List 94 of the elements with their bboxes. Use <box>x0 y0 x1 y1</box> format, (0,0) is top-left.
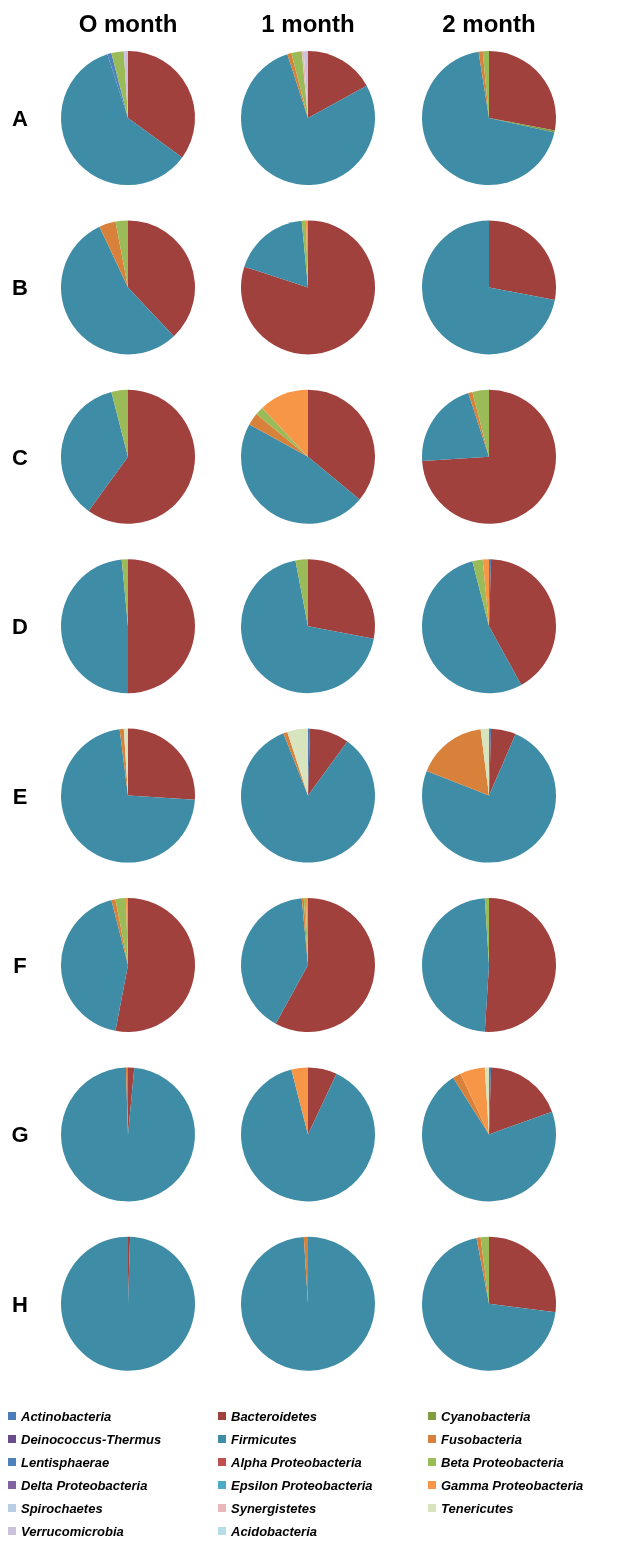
pie-slice <box>453 1073 489 1135</box>
legend-label: Deinococcus-Thermus <box>21 1432 162 1447</box>
legend-label: Synergistetes <box>231 1501 317 1516</box>
text: H <box>12 1291 28 1317</box>
legend-label: Gamma Proteobacteria <box>441 1478 584 1493</box>
pie-slice <box>472 559 489 627</box>
pie-slice <box>489 559 556 685</box>
pie-slice <box>422 51 555 185</box>
pie-slice <box>275 898 375 1032</box>
pie-slice <box>308 728 348 796</box>
pie-slice <box>241 560 374 694</box>
pie-slice <box>128 728 195 800</box>
pie-slice <box>61 54 183 185</box>
legend-label: Alpha Proteobacteria <box>230 1455 362 1470</box>
pie-slice <box>241 1236 375 1371</box>
pie-slice <box>61 1067 195 1202</box>
pie-slice <box>241 733 375 863</box>
pie-slice <box>426 729 489 796</box>
pie-slice <box>99 221 128 288</box>
pie-slice <box>489 1067 553 1135</box>
text: C <box>12 444 29 470</box>
pie-slice <box>295 559 308 627</box>
pie-slice <box>422 734 556 863</box>
pie-slice <box>308 389 375 500</box>
legend-label: Bacteroidetes <box>231 1409 317 1424</box>
pie-slice <box>241 220 375 355</box>
pie-slice <box>489 220 556 300</box>
text: G <box>11 1122 29 1148</box>
legend-label: Firmicutes <box>231 1432 297 1447</box>
pie-slice <box>61 226 174 355</box>
pie-slice <box>308 1067 337 1135</box>
text: D <box>12 614 28 640</box>
pie-slice <box>111 389 128 457</box>
pie-slice <box>241 424 360 524</box>
pie-slice <box>484 898 556 1032</box>
pie-slice <box>61 1236 195 1371</box>
pie-slice <box>422 561 522 694</box>
pie-slice <box>308 559 375 639</box>
text: A <box>12 106 29 131</box>
text: B <box>12 275 28 301</box>
pie-slice <box>489 1236 556 1313</box>
pie-slice <box>476 1237 489 1304</box>
legend-label: Acidobacteria <box>230 1524 317 1539</box>
pie-slice <box>61 729 195 863</box>
pie-slice <box>422 1237 556 1371</box>
pie-slice <box>422 389 556 524</box>
legend-label: Cyanobacteria <box>441 1409 531 1424</box>
pie-slice <box>128 51 195 158</box>
pie-slice <box>115 220 128 288</box>
pie-slice <box>128 559 195 694</box>
pie-slice <box>249 414 308 457</box>
pie-slice <box>287 53 308 118</box>
legend-label: Actinobacteria <box>20 1409 112 1424</box>
pie-slice <box>489 728 516 796</box>
chart-title: O month <box>78 10 178 37</box>
text: F <box>13 953 27 978</box>
pie-slice <box>256 407 308 457</box>
pie-slice <box>115 898 128 965</box>
pie-slice <box>489 118 555 133</box>
legend-label: Delta Proteobacteria <box>21 1478 148 1493</box>
pie-slice <box>88 389 195 524</box>
legend-label: Beta Proteobacteria <box>441 1455 564 1470</box>
pie-slice <box>111 899 128 965</box>
pie-slice <box>308 51 367 118</box>
legend-label: Tenericutes <box>441 1501 514 1516</box>
legend-label: Fusobacteria <box>441 1432 522 1447</box>
pie-slice <box>61 391 128 511</box>
pie-slice <box>422 1077 556 1202</box>
legend-label: Verrucomicrobia <box>21 1524 124 1539</box>
pie-slice <box>244 220 308 288</box>
legend-label: Epsilon Proteobacteria <box>231 1478 373 1493</box>
pie-slice <box>111 51 128 118</box>
pie-slice <box>115 898 195 1032</box>
pie-slice <box>61 559 128 694</box>
pie-slice <box>107 53 128 118</box>
pie-slice <box>241 898 308 1024</box>
chart-title: 2 month <box>442 10 536 37</box>
pie-slice <box>241 1069 375 1202</box>
pie-slice <box>489 51 556 131</box>
pie-slice <box>291 51 308 118</box>
pie-slice <box>478 51 489 118</box>
pie-slice <box>422 220 555 355</box>
text: E <box>12 783 28 809</box>
pie-slice <box>291 1067 308 1135</box>
legend-label: Lentisphaerae <box>21 1455 110 1470</box>
pie-slice <box>262 389 308 457</box>
pie-slice <box>460 1067 489 1135</box>
pie-slice <box>422 393 489 462</box>
pie-slice <box>241 54 375 185</box>
pie-slice <box>422 898 489 1032</box>
pie-slice <box>61 900 128 1031</box>
pie-slice <box>128 220 195 337</box>
legend-label: Spirochaetes <box>21 1501 103 1516</box>
chart-title: 1 month <box>261 10 355 37</box>
